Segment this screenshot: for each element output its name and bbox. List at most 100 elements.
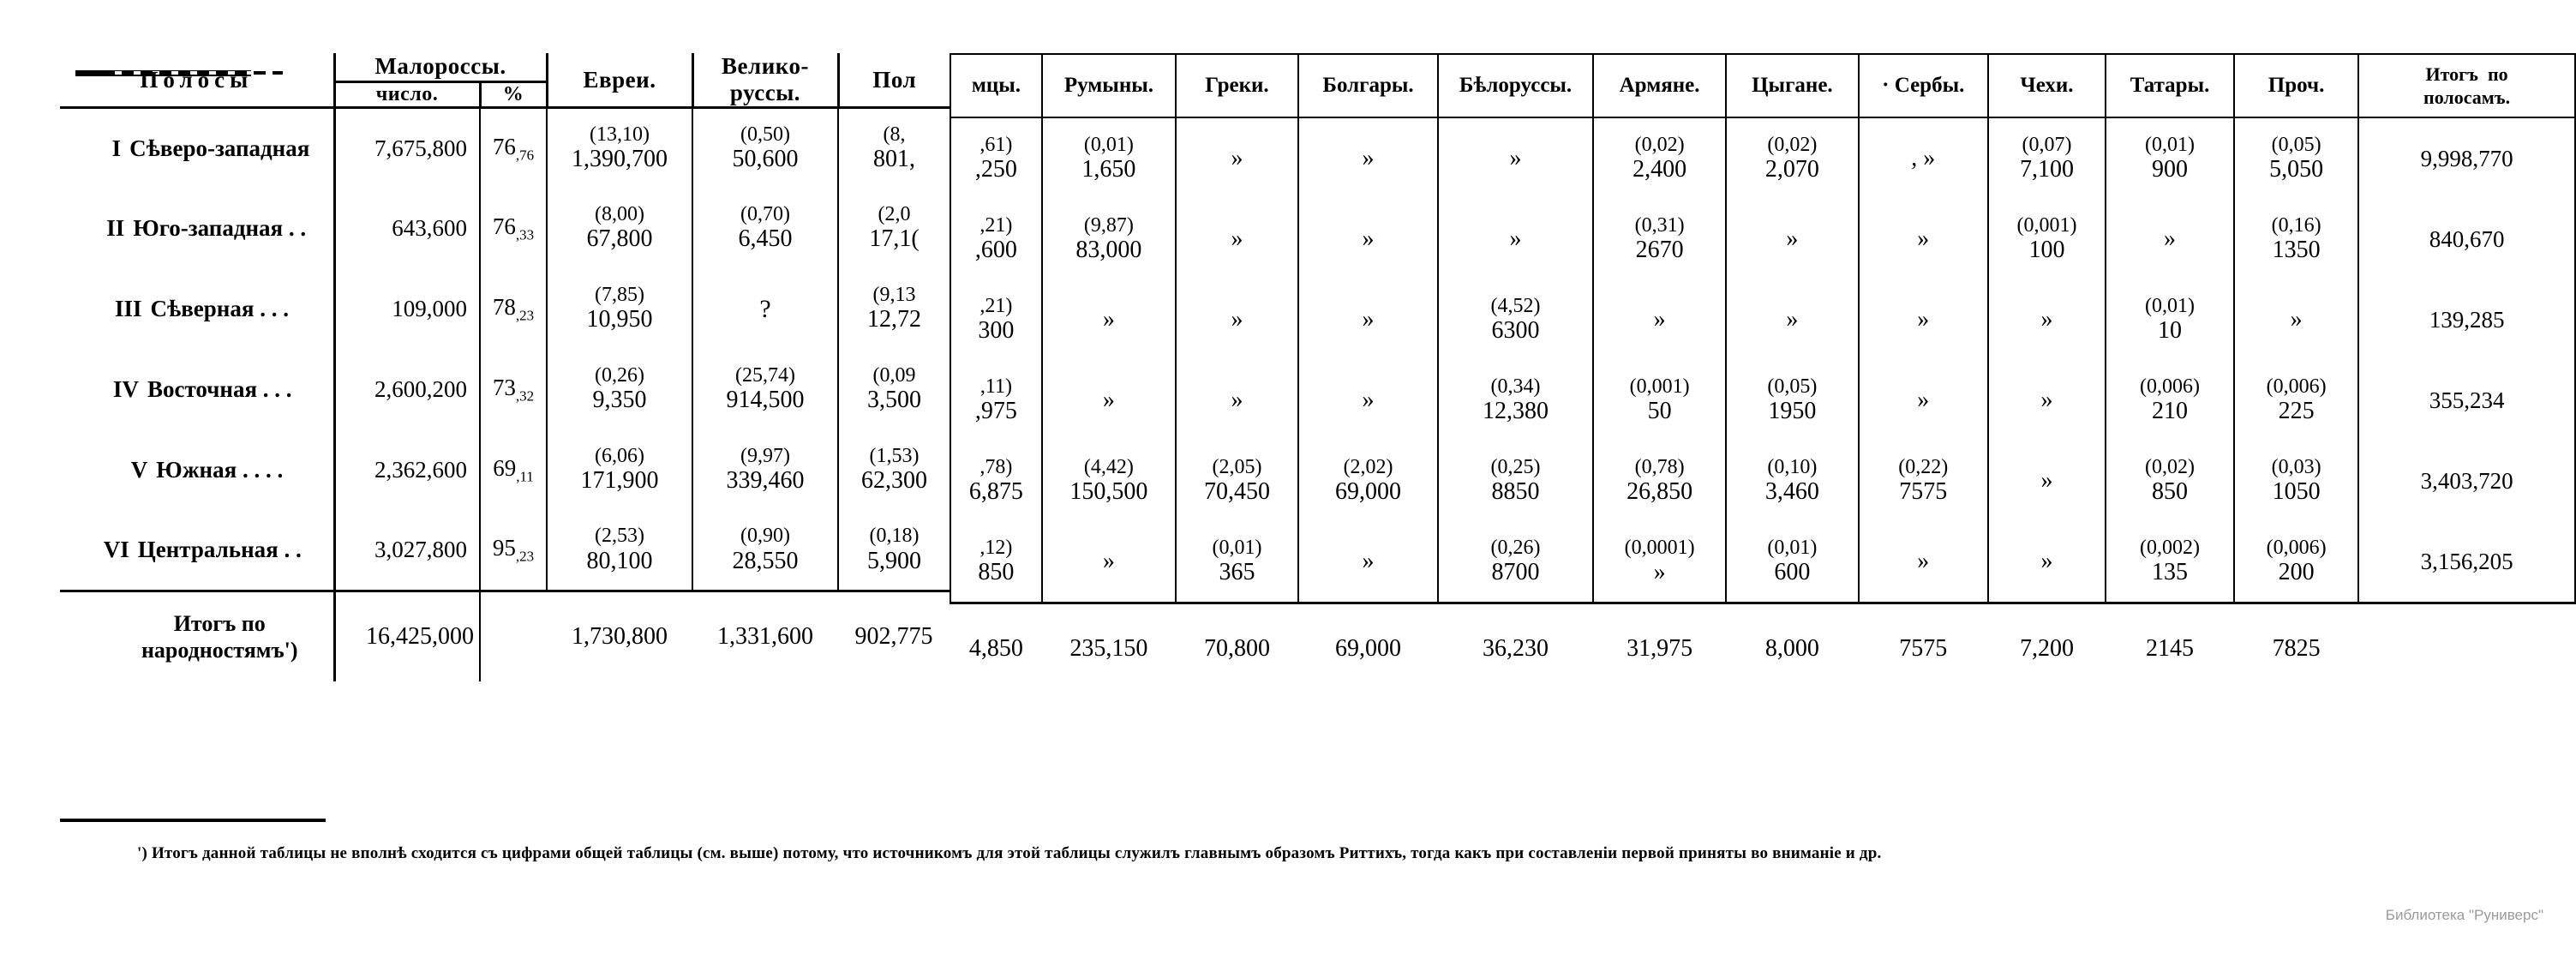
- cell-proch-6: (0,006) 200: [2232, 521, 2360, 604]
- row-roman-3: III: [114, 296, 142, 321]
- library-credit: Библиотека "Руниверс": [2385, 907, 2543, 923]
- cell-armyane-5: (0,78) 26,850: [1591, 441, 1728, 521]
- num-r2-10: »: [1917, 225, 1930, 253]
- cell-belorussy-3: (4,52) 6300: [1437, 279, 1594, 360]
- cell-chekhi-2: (0,001) 100: [1986, 199, 2107, 279]
- cell-armyane-4: (0,001) 50: [1591, 360, 1728, 441]
- pct-r5-13: (0,03): [2271, 455, 2321, 478]
- row-label-1: I Сѣверо-западная: [60, 108, 334, 189]
- column-header-proch: Проч.: [2232, 53, 2360, 118]
- column-header-greki: Греки.: [1175, 53, 1299, 118]
- num-4-0: 9,350: [592, 387, 647, 414]
- pct-r1-3: ,61): [979, 133, 1013, 156]
- num-r2-13: 1350: [2272, 236, 2321, 263]
- num-4-1: 914,500: [726, 387, 805, 414]
- cell-chekhi-6: »: [1986, 521, 2107, 604]
- row-name-2: Юго-западная . .: [133, 215, 307, 241]
- num-r5-9: 3,460: [1764, 477, 1819, 505]
- cell-bolgary-4: »: [1297, 360, 1440, 441]
- num-r1-12: 900: [2152, 155, 2189, 183]
- pct-r5-10: (0,22): [1898, 455, 1949, 478]
- stub-header: Полосы: [60, 53, 334, 109]
- total-mtsy: 4,850: [968, 635, 1023, 662]
- cell-armyane-2: (0,31) 2670: [1591, 199, 1728, 279]
- total-malorossy-number: 16,425,000: [332, 591, 480, 681]
- num-r2-3: ,600: [974, 236, 1017, 263]
- num-r1-5: »: [1231, 145, 1243, 172]
- pct-1-0: (13,10): [590, 123, 650, 146]
- row-label-6: VI Центральная . .: [60, 510, 334, 592]
- column-header-evrei: Евреи.: [545, 53, 692, 109]
- num-r3-11: »: [2040, 306, 2053, 333]
- cell-bolgary-1: »: [1297, 117, 1440, 199]
- cell-rumyny-4: »: [1040, 360, 1177, 441]
- pct-r4-3: ,11): [979, 375, 1012, 398]
- pct-int-6: 95: [492, 535, 516, 561]
- pct-int-5: 69: [493, 454, 517, 481]
- num-3-1: ?: [759, 294, 771, 323]
- pct-frac-5: ,11: [516, 468, 534, 485]
- cell-pol-6: (0,18) 5,900: [837, 510, 950, 592]
- pct-r5-9: (0,10): [1767, 455, 1818, 478]
- table-row: ,61) ,250 (0,01) 1,650 » » » (0,02) 2,400 (…: [950, 117, 2576, 199]
- pct-r6-7: (0,26): [1490, 536, 1541, 559]
- num-r5-4: 150,500: [1069, 477, 1148, 505]
- pct-r4-9: (0,05): [1767, 375, 1818, 398]
- num-2-1: 6,450: [738, 225, 793, 253]
- num-3-0: 10,950: [586, 306, 653, 333]
- cell-total-5: 3,403,720: [2357, 441, 2576, 521]
- num-r3-10: »: [1917, 306, 1930, 333]
- pct-r1-11: (0,07): [2022, 133, 2072, 156]
- right-header-row: мцы. Румыны. Греки. Болгары. Бѣлоруссы. …: [950, 53, 2576, 118]
- pct-3-0: (7,85): [595, 284, 644, 307]
- pct-r1-13: (0,05): [2271, 133, 2321, 156]
- pct-r2-13: (0,16): [2271, 213, 2321, 237]
- total-row: 4,850 235,150 70,800 69,000 36,230 31,97…: [950, 603, 2575, 694]
- cell-serby-2: »: [1857, 199, 1989, 279]
- pct-r1-4: (0,01): [1083, 133, 1134, 156]
- pct-4-1: (25,74): [735, 364, 795, 387]
- num-1-2: 801,: [873, 146, 915, 173]
- num-r4-9: 1950: [1768, 397, 1817, 424]
- cell-mtsy-6: ,12) 850: [950, 521, 1043, 604]
- column-header-tsygane: Цыгане.: [1725, 53, 1860, 118]
- pct-r1-9: (0,02): [1767, 133, 1818, 156]
- cell-tatary-1: (0,01) 900: [2105, 117, 2235, 199]
- cell-pol-2: (2,0 17,1(: [837, 188, 950, 269]
- cell-evrei-4: (0,26) 9,350: [546, 349, 692, 430]
- cell-serby-1: , »: [1857, 117, 1989, 199]
- cell-tatary-5: (0,02) 850: [2105, 441, 2235, 521]
- cell-total-2: 840,670: [2357, 199, 2576, 279]
- num-r5-10: 7575: [1899, 477, 1948, 505]
- column-header-tatary: Татары.: [2105, 53, 2235, 118]
- cell-evrei-1: (13,10) 1,390,700: [546, 107, 692, 189]
- num-r5-12: 850: [2152, 477, 2189, 505]
- num-6-1: 28,550: [732, 547, 799, 574]
- cell-mtsy-1: ,61) ,250: [950, 117, 1043, 199]
- cell-evrei-5: (6,06) 171,900: [546, 429, 692, 511]
- num-r3-3: 300: [978, 316, 1015, 344]
- total-pol: 902,775: [854, 623, 933, 650]
- cell-armyane-6: (0,0001)»: [1591, 521, 1728, 604]
- pct-r6-8: (0,0001): [1624, 536, 1695, 559]
- pct-r6-9: (0,01): [1767, 536, 1818, 559]
- num-6-0: 80,100: [586, 547, 653, 574]
- num-r1-11: 7,100: [2019, 155, 2074, 183]
- pct-r5-5: (2,05): [1212, 455, 1262, 478]
- num-r6-13: 200: [2278, 558, 2315, 585]
- num-r6-8: »: [1653, 558, 1666, 585]
- pct-r5-6: (2,02): [1343, 455, 1393, 478]
- header-row-sub: число. %: [60, 81, 950, 110]
- column-header-velikorussy-line2: руссы.: [729, 80, 801, 105]
- pct-r1-8: (0,02): [1634, 133, 1685, 156]
- num-r6-11: »: [2040, 548, 2053, 575]
- cell-pol-3: (9,13 12,72: [837, 268, 950, 350]
- row-name-1: Сѣверо-западная: [129, 135, 310, 161]
- row-label-5: V Южная . . . .: [60, 430, 334, 511]
- total-label-line1: Итогъ по: [173, 610, 266, 636]
- num-r1-6: »: [1362, 145, 1375, 172]
- num-r3-12: 10: [2158, 316, 2183, 344]
- table-row: VI Центральная . . 3,027,800 95,23 (2,53)…: [60, 510, 950, 592]
- total-velikorussy: 1,331,600: [717, 623, 813, 650]
